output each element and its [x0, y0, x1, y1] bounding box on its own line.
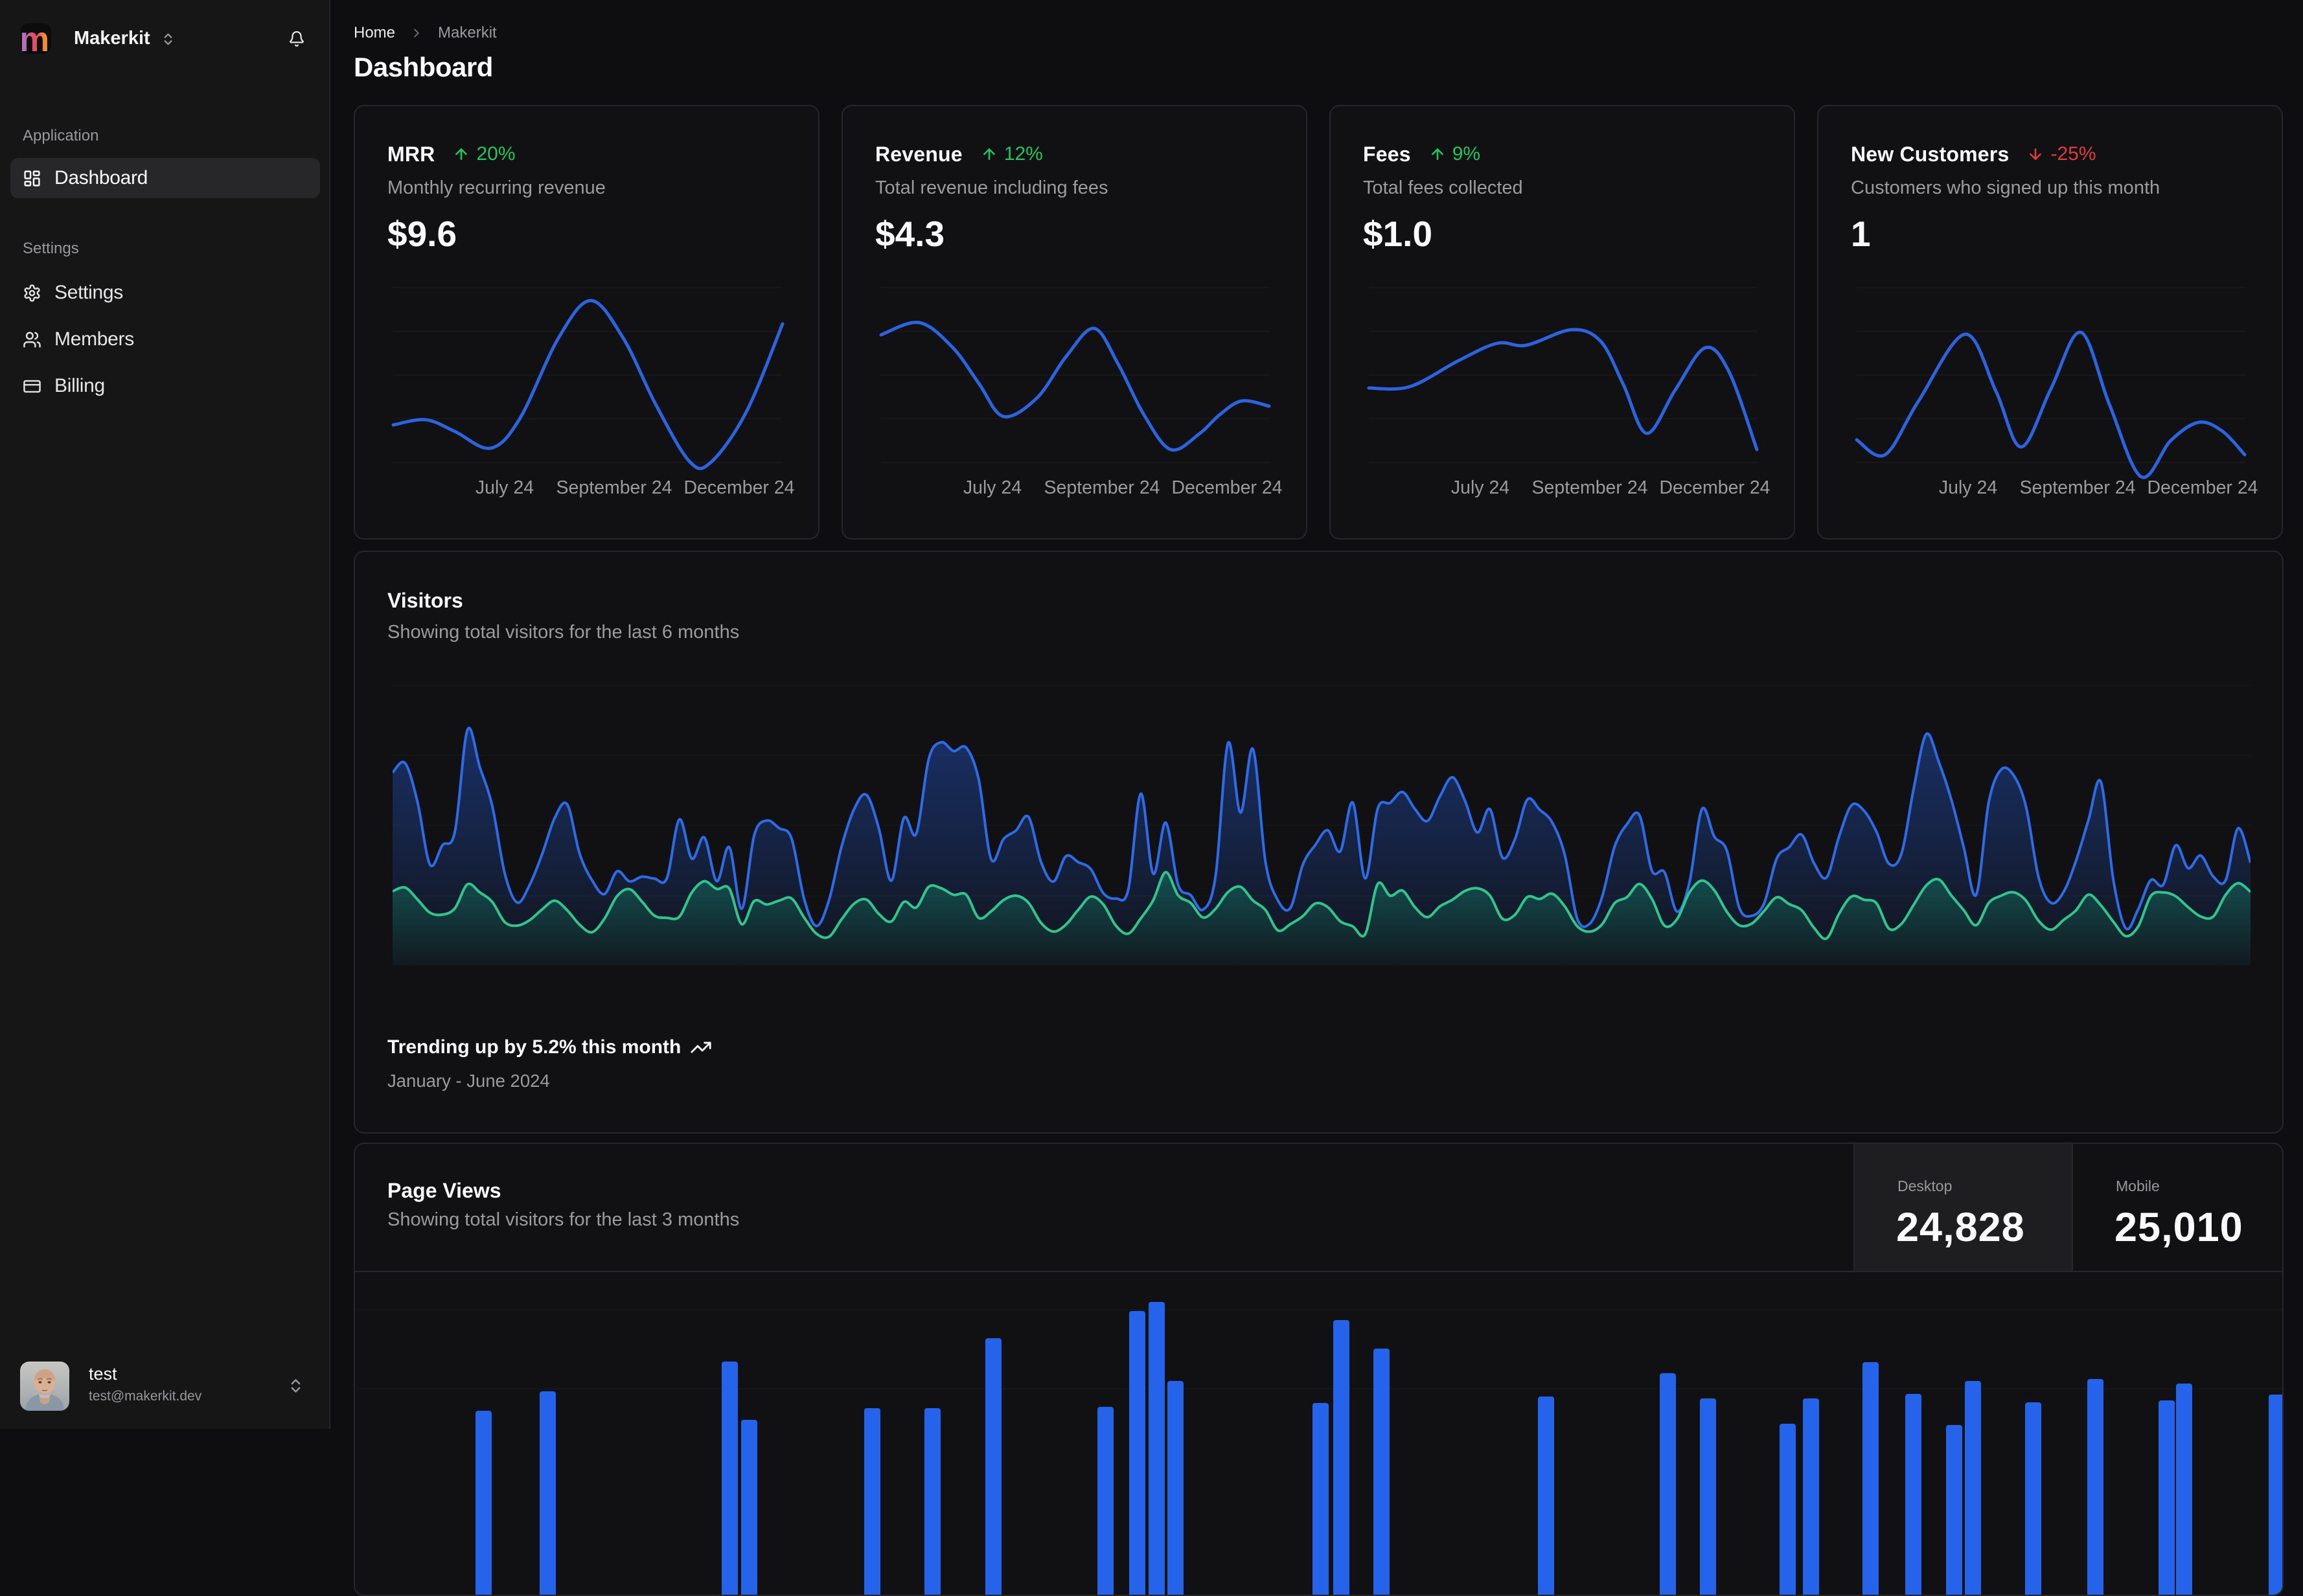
svg-text:September 24: September 24 [1044, 477, 1160, 498]
svg-text:July 24: July 24 [475, 477, 534, 498]
svg-text:December 24: December 24 [2147, 477, 2258, 498]
svg-text:July 24: July 24 [963, 477, 1022, 498]
svg-text:July 24: July 24 [1451, 477, 1509, 498]
svg-text:September 24: September 24 [556, 477, 672, 498]
svg-text:July 24: July 24 [1939, 477, 1997, 498]
svg-text:December 24: December 24 [683, 477, 794, 498]
svg-text:September 24: September 24 [1531, 477, 1647, 498]
svg-text:September 24: September 24 [2019, 477, 2135, 498]
svg-text:December 24: December 24 [1171, 477, 1282, 498]
svg-text:December 24: December 24 [1659, 477, 1770, 498]
